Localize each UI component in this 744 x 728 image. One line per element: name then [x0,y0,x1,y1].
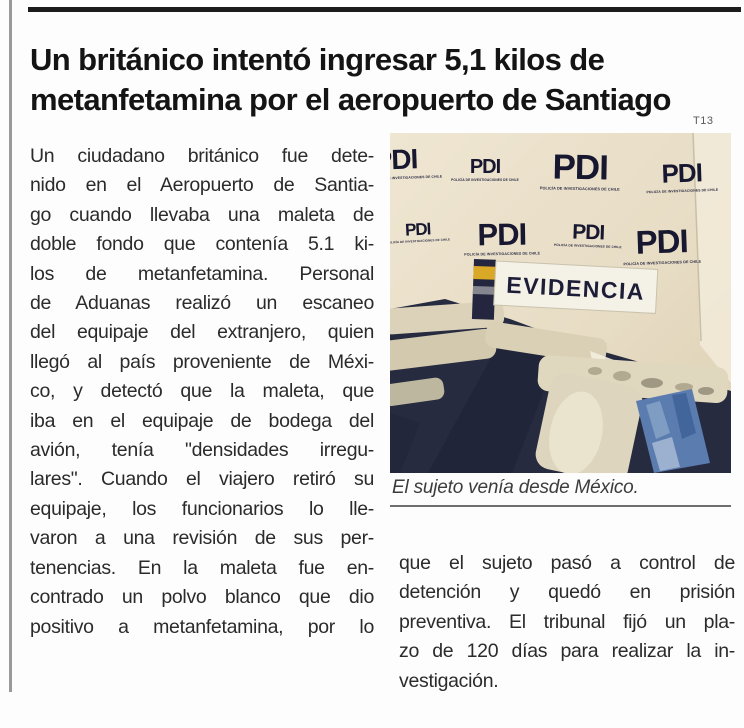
text-line: avión, tenía "densidades irregu- [30,439,374,462]
pdi-logo: PDI POLICÍA DE INVESTIGACIONES DE CHILE [464,217,540,257]
top-section-rule [28,7,741,12]
text-line: zo de 120 días para realizar la in- [399,640,735,663]
text-line: vestigación. [399,669,499,692]
text-line: Un ciudadano británico fue dete- [30,145,374,167]
svg-text:POLICÍA DE INVESTIGACIONES DE: POLICÍA DE INVESTIGACIONES DE CHILE [646,187,719,195]
svg-text:POLICÍA DE INVESTIGACIONES DE: POLICÍA DE INVESTIGACIONES DE CHILE [451,177,519,182]
text-line: doble fondo que contenía 5.1 ki- [30,233,374,256]
caption-rule [390,505,731,507]
headline: Un británico intentó ingresar 5,1 kilos … [30,40,730,120]
text-line: de Aduanas realizó un escaneo [30,292,374,315]
text-line: que el sujeto pasó a control de [399,552,735,574]
evidence-photo: PDI POLICÍA DE INVESTIGACIONES DE CHILE … [390,133,731,473]
text-line: contrado un polvo blanco que dio [30,586,374,609]
article-left-column: Un ciudadano británico fue dete-nido en … [30,142,374,642]
pdi-logo: PDI POLICÍA DE INVESTIGACIONES DE CHILE [540,148,620,192]
svg-text:POLICÍA DE INVESTIGACIONES DE: POLICÍA DE INVESTIGACIONES DE CHILE [390,236,450,244]
drug-bag [390,328,497,371]
headline-line-1: Un británico intentó ingresar 5,1 kilos … [30,42,605,77]
text-line: llegó al país proveniente de Méxi- [30,350,374,373]
pdi-logo: PDI POLICÍA DE INVESTIGACIONES DE CHILE [623,222,701,267]
backdrop-seam [692,133,702,342]
bag-mottling [588,367,714,395]
blue-bag-crinkles [646,393,696,471]
pdi-logo: PDI POLICÍA DE INVESTIGACIONES DE CHILE [646,157,719,195]
text-line: go cuando llevaba una maleta de [30,203,374,226]
svg-text:PDI: PDI [405,219,432,239]
text-line: tenencias. En la maleta fue en- [30,556,374,579]
evidence-marker [471,259,496,320]
photo-credit: T13 [693,115,714,127]
table-cloth-shadow [390,413,420,473]
drug-bag [390,377,445,407]
text-line: los de metanfetamina. Personal [30,262,374,285]
svg-text:PDI: PDI [477,217,526,253]
text-line: equipaje, los funcionarios lo lle- [30,497,374,520]
article-right-column: que el sujeto pasó a control de detención… [399,549,735,696]
svg-text:POLICÍA DE INVESTIGACIONES DE: POLICÍA DE INVESTIGACIONES DE CHILE [554,242,622,249]
text-line: detención y quedó en prisión [399,581,735,604]
svg-text:POLICÍA DE INVESTIGACIONES DE: POLICÍA DE INVESTIGACIONES DE CHILE [540,185,620,191]
pdi-logo: PDI POLICÍA DE INVESTIGACIONES DE CHILE [554,220,622,249]
svg-text:PDI: PDI [470,156,501,178]
drug-bag [485,321,608,365]
evidencia-sign: EVIDENCIA [493,260,659,314]
left-column-rule [9,0,12,692]
svg-text:POLICÍA DE INVESTIGACIONES DE: POLICÍA DE INVESTIGACIONES DE CHILE [623,259,701,267]
svg-text:PDI: PDI [390,143,418,176]
photo-caption: El sujeto venía desde México. [392,477,639,498]
svg-text:PDI: PDI [661,157,702,188]
headline-line-2: metanfetamina por el aeropuerto de Santi… [30,82,671,117]
text-line: nido en el Aeropuerto de Santia- [30,174,374,197]
text-line: iba en el equipaje de bodega del [30,409,374,432]
text-line: lares". Cuando el viajero retiró su [30,468,374,491]
svg-text:PDI: PDI [552,148,608,188]
svg-text:POLICÍA DE INVESTIGACIONES DE: POLICÍA DE INVESTIGACIONES DE CHILE [464,250,540,256]
svg-text:PDI: PDI [572,220,605,244]
svg-text:POLICÍA DE INVESTIGACIONES DE: POLICÍA DE INVESTIGACIONES DE CHILE [390,173,443,181]
text-line: preventiva. El tribunal fijó un pla- [399,610,735,633]
pdi-logo: PDI POLICÍA DE INVESTIGACIONES DE CHILE [390,143,443,181]
text-line: co, y detectó que la maleta, que [30,380,374,403]
text-line: positivo a metanfetamina, por lo [30,615,374,638]
pdi-logo: PDI POLICÍA DE INVESTIGACIONES DE CHILE [390,219,450,244]
pdi-logo: PDI POLICÍA DE INVESTIGACIONES DE CHILE [451,156,519,182]
svg-text:PDI: PDI [635,222,688,261]
evidence-photo-illustration: PDI POLICÍA DE INVESTIGACIONES DE CHILE … [390,133,731,473]
text-line: varon a una revisión de sus per- [30,527,374,550]
bag-highlight [549,391,603,473]
text-line: del equipaje del extranjero, quien [30,321,374,344]
table-cloth-shadow [428,323,562,473]
backdrop-panel-edge [694,133,731,383]
